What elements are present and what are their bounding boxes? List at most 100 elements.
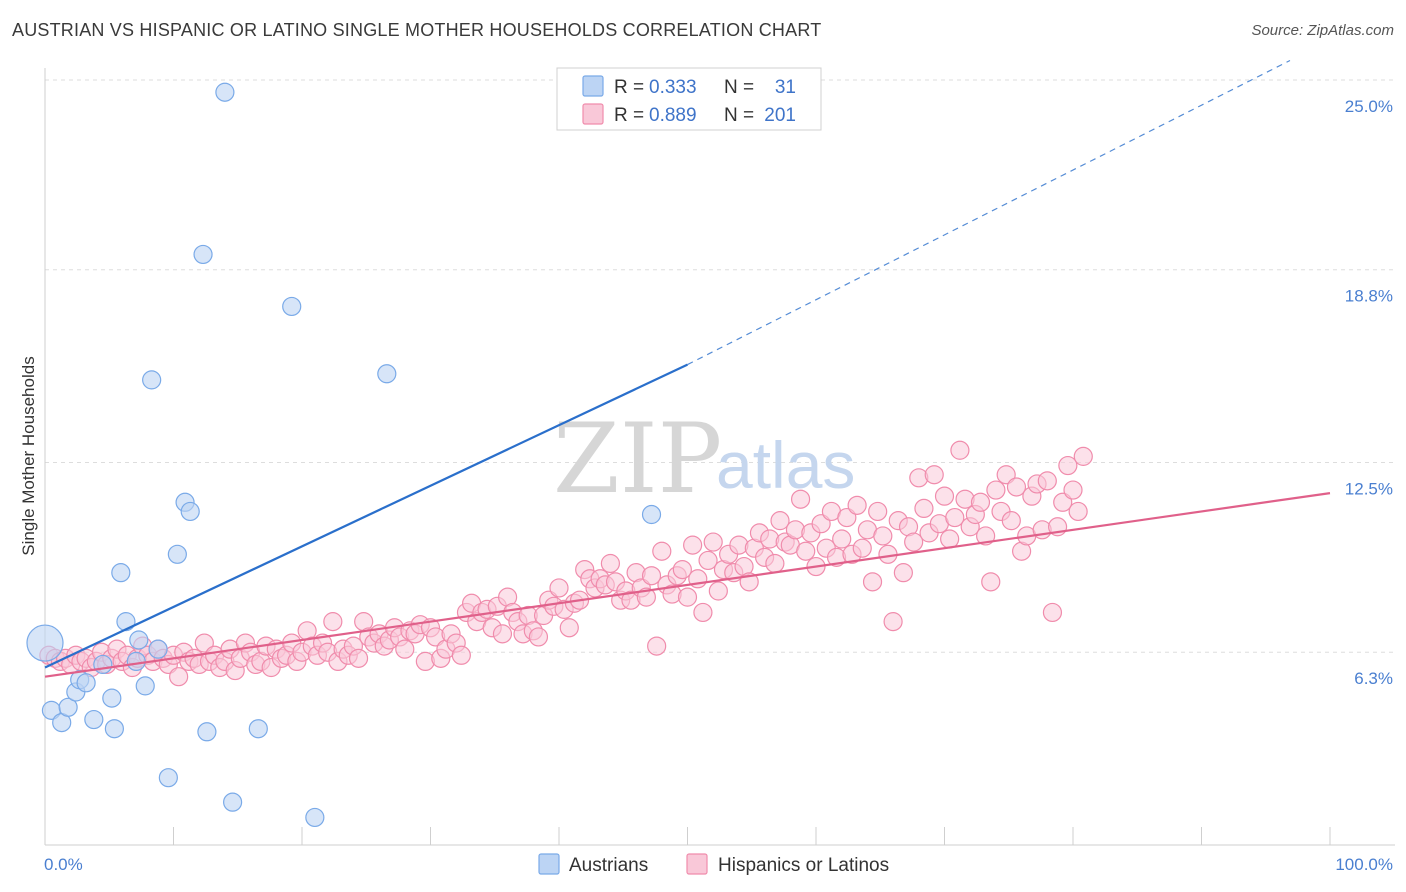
- bottom-legend-swatch-austrians: [538, 853, 560, 875]
- bottom-legend-hispanics: Hispanics or Latinos: [718, 855, 889, 876]
- hispanic-point: [395, 639, 415, 659]
- trend-lines: [44, 59, 1331, 678]
- hispanic-point: [528, 627, 549, 647]
- hispanic-point: [1063, 480, 1083, 500]
- hispanic-point: [883, 612, 903, 632]
- austrian-point: [129, 630, 149, 650]
- hispanic-point: [729, 535, 749, 555]
- hispanic-point: [852, 538, 872, 558]
- hispanic-point: [600, 553, 621, 574]
- austrian-point: [116, 612, 136, 632]
- austrian-point: [167, 544, 187, 564]
- hispanic-point: [708, 581, 728, 601]
- chart-title: AUSTRIAN VS HISPANIC OR LATINO SINGLE MO…: [12, 20, 822, 40]
- legend-n-value-2: 201: [764, 105, 796, 126]
- hispanic-point: [647, 636, 667, 656]
- hispanic-point: [796, 541, 816, 561]
- bottom-legend: Austrians Hispanics or Latinos: [538, 853, 889, 876]
- legend-n-value-1: 31: [775, 77, 796, 98]
- hispanic-point: [996, 465, 1016, 485]
- austrian-point: [104, 719, 124, 739]
- hispanic-point: [641, 566, 662, 586]
- austrian-point: [58, 697, 78, 717]
- hispanic-point: [169, 667, 189, 687]
- hispanic-point: [1053, 492, 1073, 512]
- hispanic-point: [677, 587, 698, 607]
- hispanic-point: [703, 532, 723, 552]
- hispanic-point: [1037, 471, 1057, 491]
- hispanic-point: [1073, 446, 1093, 466]
- hispanic-point: [914, 498, 934, 518]
- austrian-point: [93, 654, 113, 675]
- bottom-legend-swatch-hispanics: [686, 853, 708, 875]
- austrian-point: [111, 563, 131, 583]
- austrians-trend-line: [44, 363, 688, 669]
- austrian-point: [248, 719, 268, 739]
- austrian-point: [84, 709, 104, 730]
- x-tick-label: 100.0%: [1335, 855, 1393, 874]
- hispanic-point: [785, 520, 806, 540]
- hispanic-point: [924, 465, 944, 485]
- hispanic-point: [451, 645, 471, 665]
- y-tick-label: 25.0%: [1345, 97, 1393, 116]
- hispanic-point: [909, 468, 929, 488]
- austrian-point: [215, 82, 235, 102]
- legend-box: R = 0.333 N = 31 R = 0.889 N = 201: [556, 67, 822, 131]
- y-tick-label: 12.5%: [1345, 480, 1393, 499]
- hispanic-point: [873, 526, 893, 546]
- hispanic-point: [323, 612, 343, 632]
- hispanic-point: [698, 550, 718, 571]
- hispanic-point: [194, 633, 214, 653]
- hispanic-point: [976, 526, 996, 546]
- austrian-point: [197, 722, 217, 742]
- hispanic-point: [981, 572, 1001, 592]
- legend-r-label-1: R =: [614, 77, 644, 98]
- hispanic-point: [950, 440, 970, 460]
- y-tick-label: 6.3%: [1354, 669, 1393, 688]
- legend-n-label-1: N =: [724, 77, 754, 98]
- austrian-point: [126, 651, 146, 672]
- chart-source: Source: ZipAtlas.com: [1251, 22, 1394, 39]
- hispanic-point: [940, 529, 960, 549]
- legend-r-value-1: 0.333: [649, 77, 697, 98]
- austrian-point: [305, 807, 325, 828]
- x-tick-label: 0.0%: [44, 855, 83, 874]
- legend-r-value-2: 0.889: [649, 105, 697, 126]
- hispanic-point: [652, 541, 672, 561]
- austrian-point: [223, 792, 243, 812]
- hispanic-point: [492, 624, 513, 644]
- hispanic-point: [693, 602, 713, 623]
- watermark-atlas: atlas: [716, 428, 855, 502]
- watermark-zip: ZIP: [553, 403, 722, 515]
- austrian-point: [282, 296, 302, 317]
- hispanic-point: [970, 492, 991, 512]
- hispanic-point: [1058, 455, 1078, 476]
- bottom-legend-austrians: Austrians: [569, 855, 648, 876]
- austrian-point: [377, 364, 397, 384]
- hispanic-point: [847, 495, 867, 515]
- y-tick-label: 18.8%: [1345, 287, 1393, 306]
- hispanic-point: [760, 529, 780, 549]
- hispanic-point: [945, 507, 965, 528]
- hispanic-point: [1042, 602, 1063, 623]
- hispanic-point: [1001, 511, 1021, 531]
- hispanic-point: [986, 480, 1006, 500]
- hispanic-point: [955, 489, 975, 509]
- hispanic-point: [832, 529, 852, 549]
- hispanic-point: [811, 514, 831, 534]
- hispanic-point: [770, 511, 790, 531]
- austrian-point: [102, 688, 122, 708]
- austrian-point: [135, 676, 155, 696]
- austrian-point: [26, 624, 64, 662]
- hispanic-point: [893, 563, 913, 583]
- hispanic-point: [415, 651, 435, 672]
- hispanic-point: [837, 507, 857, 528]
- y-axis-label: Single Mother Households: [19, 356, 38, 555]
- hispanic-point: [549, 578, 569, 598]
- austrian-point: [76, 673, 96, 693]
- austrian-point: [641, 504, 662, 525]
- hispanics-trend-line: [44, 492, 1331, 678]
- watermark: ZIP atlas: [553, 403, 855, 515]
- series-austrians: [26, 82, 662, 828]
